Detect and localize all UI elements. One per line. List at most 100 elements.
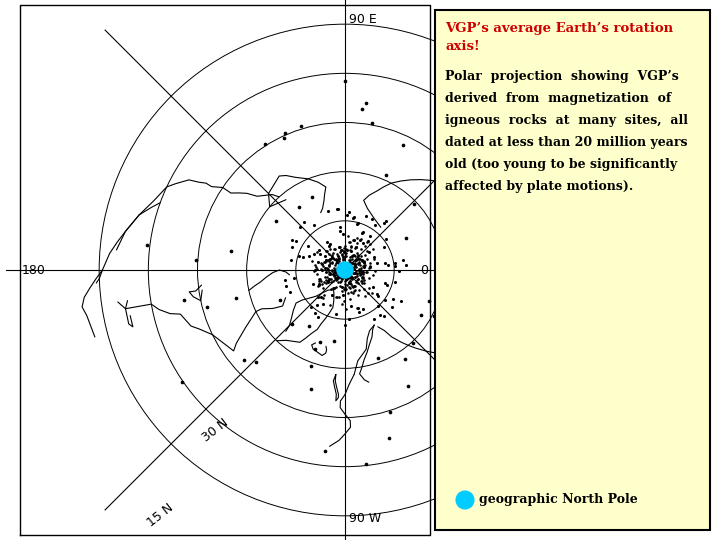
Point <box>333 293 344 301</box>
Point <box>320 275 332 284</box>
Point <box>351 262 362 271</box>
Point <box>323 261 334 270</box>
Point <box>372 354 384 362</box>
Point <box>364 264 375 273</box>
Point <box>291 237 302 246</box>
Point <box>343 284 355 292</box>
Point <box>334 277 346 286</box>
Point <box>343 263 355 272</box>
Point <box>338 248 350 256</box>
Point <box>352 303 364 312</box>
Point <box>312 282 323 291</box>
Point <box>339 242 351 251</box>
Point <box>330 282 342 291</box>
Point <box>345 301 356 310</box>
Point <box>340 269 351 278</box>
Point <box>361 237 372 246</box>
Point <box>320 255 332 264</box>
Point <box>363 237 374 246</box>
Point <box>352 219 364 227</box>
Point <box>329 265 341 274</box>
Point <box>367 245 379 253</box>
Point <box>349 260 361 268</box>
Point <box>346 273 357 282</box>
Point <box>386 303 397 312</box>
Point <box>343 266 355 275</box>
Point <box>343 255 355 264</box>
Point <box>330 270 341 279</box>
Point <box>344 246 356 254</box>
Point <box>344 273 356 282</box>
Point <box>323 277 334 286</box>
Point <box>201 303 212 312</box>
Point <box>359 251 371 259</box>
Text: affected by plate motions).: affected by plate motions). <box>445 180 634 193</box>
Point <box>346 255 358 264</box>
Point <box>341 246 353 254</box>
Point <box>366 118 378 127</box>
Point <box>310 345 321 353</box>
Point <box>364 259 376 268</box>
Point <box>349 259 361 268</box>
Point <box>356 104 368 113</box>
Point <box>285 256 297 265</box>
Point <box>336 265 347 273</box>
Point <box>397 140 409 149</box>
Point <box>284 287 295 296</box>
Point <box>342 260 354 269</box>
Point <box>327 270 338 279</box>
Point <box>354 271 366 279</box>
Point <box>357 274 369 282</box>
Point <box>332 255 343 264</box>
Point <box>373 292 384 300</box>
Point <box>349 244 361 252</box>
Point <box>340 249 351 258</box>
Point <box>345 262 356 271</box>
Point <box>345 256 356 265</box>
Point <box>343 262 355 271</box>
Point <box>336 272 348 280</box>
Text: VGP’s average Earth’s rotation: VGP’s average Earth’s rotation <box>445 22 673 35</box>
Point <box>363 284 374 293</box>
Point <box>351 272 363 280</box>
Point <box>344 257 356 266</box>
Point <box>333 252 344 260</box>
Point <box>348 269 360 278</box>
Point <box>298 253 310 261</box>
Point <box>340 249 351 258</box>
Point <box>343 264 354 272</box>
Point <box>369 221 381 230</box>
Point <box>335 247 346 256</box>
Point <box>333 278 344 287</box>
Point <box>294 223 305 232</box>
Point <box>355 264 366 272</box>
Point <box>353 255 364 264</box>
Point <box>380 217 392 225</box>
Point <box>352 258 364 267</box>
Point <box>362 288 374 297</box>
Point <box>354 266 365 275</box>
Point <box>317 266 328 275</box>
Point <box>332 255 343 264</box>
Point <box>343 259 355 267</box>
Point <box>400 233 412 242</box>
Point <box>353 275 364 284</box>
Point <box>320 278 332 287</box>
Point <box>353 258 364 267</box>
Point <box>323 242 334 251</box>
Point <box>358 257 369 266</box>
Point <box>337 271 348 280</box>
Point <box>338 265 349 273</box>
Point <box>338 285 350 293</box>
Text: 180: 180 <box>22 264 46 276</box>
Point <box>408 339 419 347</box>
Point <box>341 260 353 269</box>
Point <box>318 261 329 270</box>
Point <box>355 261 366 270</box>
Point <box>323 260 335 269</box>
Point <box>338 247 350 255</box>
Point <box>344 274 356 282</box>
Point <box>319 447 330 456</box>
Point <box>389 278 400 287</box>
Point <box>313 281 325 289</box>
